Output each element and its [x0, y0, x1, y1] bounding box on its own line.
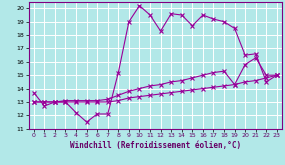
X-axis label: Windchill (Refroidissement éolien,°C): Windchill (Refroidissement éolien,°C): [70, 141, 241, 150]
